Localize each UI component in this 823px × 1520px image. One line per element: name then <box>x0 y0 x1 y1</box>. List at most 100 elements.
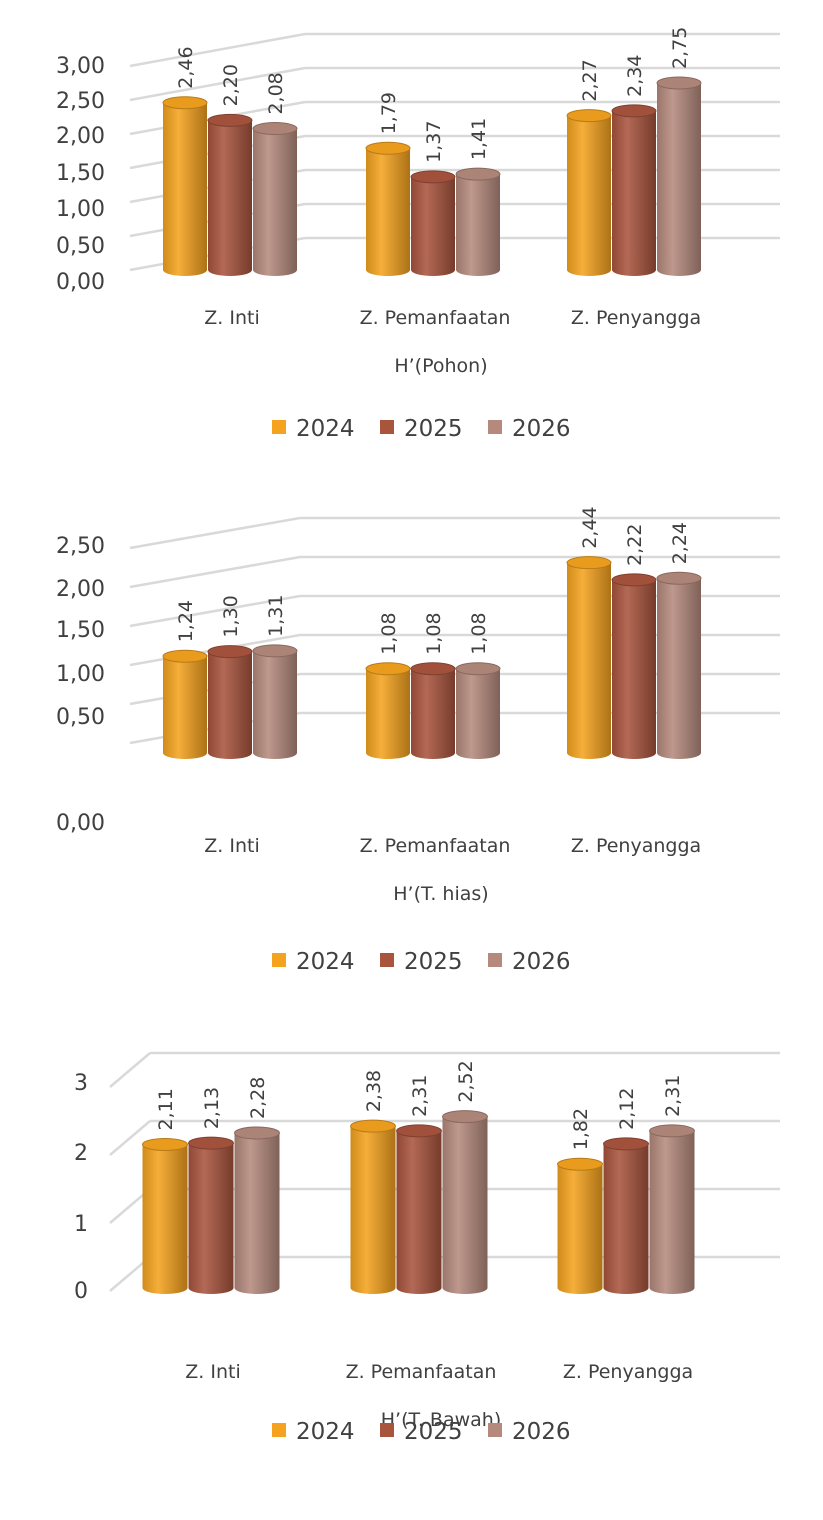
y-tick-label: 0,50 <box>56 705 105 730</box>
bar-2026-0 <box>234 1132 280 1294</box>
legend-label-2024: 2024 <box>296 949 355 975</box>
category-label: Z. Penyangga <box>563 1361 693 1383</box>
data-label: 2,27 <box>579 59 601 101</box>
data-label: 2,31 <box>662 1075 684 1117</box>
gridline-diagonal <box>129 594 301 628</box>
bar-2025-0 <box>208 120 252 277</box>
bar-top-2025-0 <box>207 113 253 127</box>
chart-t-bawah: 0 1 2 3 2,11 2,13 2,28 Z. Inti 2,38 2,31 2,52 Z. Pe… <box>0 1020 823 1470</box>
gridline-diagonal <box>129 32 306 68</box>
data-label: 2,38 <box>363 1070 385 1112</box>
legend-label-2026: 2026 <box>512 1419 571 1445</box>
y-tick-label: 2,50 <box>56 534 105 559</box>
data-label: 2,12 <box>616 1088 638 1130</box>
data-label: 2,24 <box>669 522 691 564</box>
data-label: 2,13 <box>201 1087 223 1129</box>
gridline-diagonal <box>129 66 306 102</box>
bar-top-2024-2 <box>566 109 612 123</box>
bar-top-2026-2 <box>649 1124 695 1138</box>
gridline-diagonal <box>109 1052 151 1088</box>
data-label: 1,24 <box>175 600 197 642</box>
chart-t-hias: 0,00 0,50 1,00 1,50 2,00 2,50 1,24 1,30 1,31 Z. I… <box>0 480 823 1000</box>
legend-label-2025: 2025 <box>404 949 463 975</box>
category-label: Z. Inti <box>185 1361 240 1383</box>
y-tick-label: 3,00 <box>56 54 105 79</box>
bar-2024-1 <box>366 148 410 276</box>
bar-top-2025-1 <box>396 1124 442 1138</box>
bar-2024-0 <box>142 1144 188 1294</box>
data-label: 2,31 <box>409 1075 431 1117</box>
bar-top-2025-1 <box>410 170 456 184</box>
data-label: 1,37 <box>423 121 445 163</box>
bar-2025-2 <box>603 1143 649 1294</box>
y-tick-label: 2,00 <box>56 124 105 149</box>
y-tick-label: 3 <box>74 1071 88 1096</box>
y-tick-label: 1,00 <box>56 662 105 687</box>
bar-top-2025-0 <box>188 1136 234 1150</box>
chart-t-bawah-svg: 0 1 2 3 2,11 2,13 2,28 Z. Inti 2,38 2,31 2,52 Z. Pe… <box>74 1051 780 1445</box>
data-label: 1,08 <box>468 612 490 654</box>
y-tick-label: 2,50 <box>56 89 105 114</box>
y-tick-label: 0,50 <box>56 234 105 259</box>
bar-top-2025-2 <box>603 1137 649 1151</box>
bar-2025-1 <box>411 668 455 759</box>
bar-top-2025-0 <box>207 645 253 659</box>
data-label: 1,79 <box>378 92 400 134</box>
bar-2025-2 <box>612 110 656 276</box>
category-label: Z. Inti <box>204 307 259 329</box>
bar-2026-2 <box>657 83 701 276</box>
data-label: 1,08 <box>378 612 400 654</box>
y-tick-label: 0 <box>74 1279 88 1304</box>
bar-top-2026-2 <box>656 571 702 585</box>
bar-top-2026-0 <box>234 1126 280 1140</box>
data-label: 2,34 <box>624 55 646 97</box>
bar-2024-1 <box>366 668 410 759</box>
bar-top-2024-0 <box>162 649 208 663</box>
data-label: 2,22 <box>624 524 646 566</box>
data-label: 2,46 <box>175 46 197 88</box>
y-tick-label: 0,00 <box>56 270 105 295</box>
bar-top-2026-0 <box>252 644 298 658</box>
data-label: 2,08 <box>265 72 287 114</box>
data-label: 1,08 <box>423 612 445 654</box>
y-tick-label: 1 <box>74 1212 88 1237</box>
category-label: Z. Penyangga <box>571 307 701 329</box>
data-label: 2,44 <box>579 506 601 548</box>
data-label: 1,30 <box>220 595 242 637</box>
data-label: 1,41 <box>468 118 490 160</box>
bar-top-2024-2 <box>566 556 612 570</box>
y-tick-label: 1,50 <box>56 618 105 643</box>
y-tick-label: 0,00 <box>56 811 105 836</box>
bar-2026-1 <box>456 668 500 759</box>
category-label: Z. Pemanfaatan <box>360 835 511 857</box>
data-label: 1,82 <box>570 1108 592 1150</box>
legend-label-2025: 2025 <box>404 1419 463 1445</box>
bar-2025-0 <box>188 1143 234 1294</box>
legend-swatch-2024 <box>272 420 286 434</box>
legend-label-2025: 2025 <box>404 416 463 442</box>
legend-label-2024: 2024 <box>296 416 355 442</box>
bar-2026-2 <box>657 578 701 759</box>
bar-2026-0 <box>253 128 297 276</box>
bar-2024-0 <box>163 656 207 759</box>
y-tick-label: 2 <box>74 1141 88 1166</box>
chart-t-hias-svg: 0,00 0,50 1,00 1,50 2,00 2,50 1,24 1,30 1,31 Z. I… <box>56 506 780 975</box>
data-label: 2,11 <box>155 1088 177 1130</box>
bar-top-2024-1 <box>365 141 411 155</box>
bar-top-2024-1 <box>350 1119 396 1133</box>
bar-2024-0 <box>163 102 207 276</box>
bar-top-2025-2 <box>611 104 657 118</box>
bar-2026-2 <box>649 1130 695 1294</box>
legend-swatch-2025 <box>380 420 394 434</box>
gridline-diagonal <box>129 555 301 589</box>
legend-swatch-2026 <box>488 1423 502 1437</box>
bar-top-2026-2 <box>656 76 702 90</box>
category-label: Z. Penyangga <box>571 835 701 857</box>
bar-top-2025-1 <box>410 662 456 676</box>
bar-2025-2 <box>612 579 656 759</box>
bar-2024-2 <box>557 1164 603 1294</box>
bar-top-2024-0 <box>162 96 208 110</box>
bar-top-2024-0 <box>142 1138 188 1152</box>
category-label: Z. Pemanfaatan <box>360 307 511 329</box>
x-axis-title: H’(Pohon) <box>394 355 487 377</box>
